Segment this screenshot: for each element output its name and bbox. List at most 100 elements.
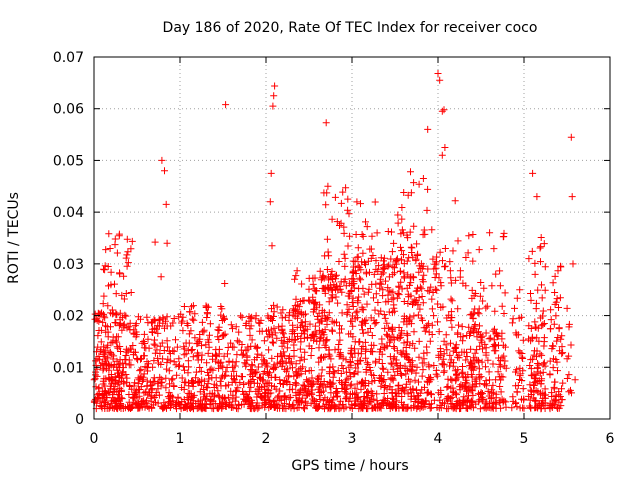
data-point [539,307,547,315]
data-point [412,287,420,295]
data-point [496,363,504,371]
data-point [283,378,291,386]
data-point [233,404,240,412]
data-point [441,262,449,270]
data-point [440,350,448,358]
data-point [350,277,358,285]
data-point [122,312,130,320]
data-point [366,364,374,371]
data-point [484,356,492,364]
data-point [157,382,165,390]
data-point [527,386,535,394]
data-point [273,303,281,311]
data-point [285,372,293,380]
data-point [446,267,454,275]
data-point [553,295,561,303]
data-point [331,193,339,201]
data-point [311,274,319,282]
data-point [238,313,246,321]
data-point [462,356,470,364]
data-point [296,357,304,365]
data-point [317,276,325,284]
data-point [187,327,195,335]
data-point [489,327,497,335]
data-point [379,399,387,407]
data-point [227,321,235,329]
data-point [309,395,317,403]
data-point [161,167,168,175]
data-point [248,362,256,370]
data-point [554,267,562,275]
data-point [468,286,476,294]
data-point [279,306,287,314]
data-point [388,295,396,303]
data-point [157,273,165,281]
data-point [239,373,246,381]
data-point [452,341,460,349]
data-point [364,388,372,395]
data-point [433,372,441,380]
data-point [263,386,271,394]
data-point [97,326,105,334]
data-point [301,382,308,390]
data-point [384,324,392,332]
data-point [465,384,473,392]
data-point [474,309,482,317]
data-point [341,254,349,262]
data-point [402,350,410,358]
data-point [410,328,418,336]
data-point [536,369,544,377]
data-point [479,345,486,353]
data-point [295,403,303,411]
data-point [99,390,107,398]
data-point [549,342,556,350]
data-point [390,343,398,350]
data-point [103,354,111,362]
data-point [488,388,496,396]
data-point [275,392,283,400]
data-point [173,343,181,351]
data-point [95,353,103,360]
data-point [354,299,362,307]
data-point [197,367,205,375]
data-point [95,390,103,397]
y-tick-label: 0.02 [53,309,84,325]
data-point [395,381,403,389]
data-point [514,382,522,389]
data-point [433,258,440,266]
data-point [468,311,476,319]
data-point [391,403,399,411]
data-point [206,331,213,339]
data-point [237,312,245,320]
chart-title: Day 186 of 2020, Rate Of TEC Index for r… [163,20,538,36]
data-point [340,229,348,237]
data-point [126,319,134,327]
data-point [247,322,255,330]
data-point [101,262,109,270]
data-point [354,244,362,252]
data-point [126,345,134,353]
data-point [424,388,432,396]
data-point [271,82,279,90]
data-point [378,270,386,278]
data-point [469,257,477,265]
data-point [397,349,405,357]
data-point [268,354,276,362]
data-point [537,234,545,241]
data-point [151,238,159,246]
data-point [343,310,351,318]
data-point [537,404,545,412]
data-point [492,376,500,384]
data-point [497,388,505,396]
data-point [151,349,159,357]
data-point [440,367,448,375]
data-point [289,321,297,329]
data-point [243,352,251,360]
data-point [280,348,288,356]
data-point [559,349,567,357]
data-point [448,323,456,331]
data-point [475,328,482,336]
data-point [498,302,506,310]
data-point [277,309,285,317]
data-point [301,397,309,405]
